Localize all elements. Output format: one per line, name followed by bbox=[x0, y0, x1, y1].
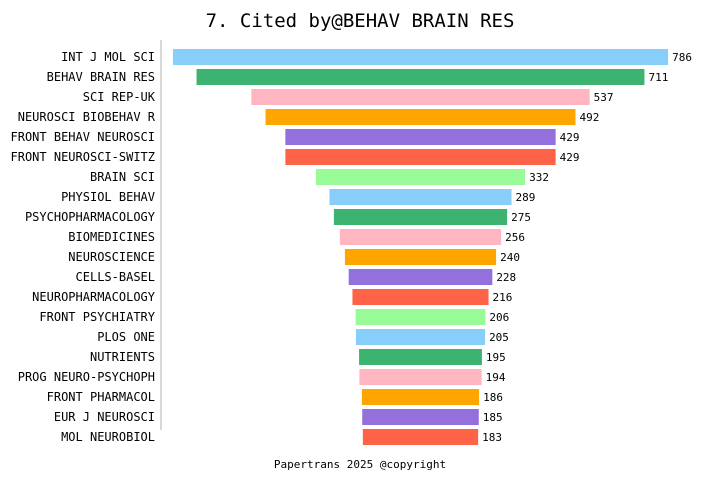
data-label: 289 bbox=[516, 191, 536, 204]
category-label: INT J MOL SCI bbox=[61, 50, 155, 64]
category-label: PLOS ONE bbox=[97, 330, 155, 344]
data-label: 228 bbox=[496, 271, 516, 284]
data-label: 429 bbox=[560, 151, 580, 164]
bar bbox=[265, 109, 576, 125]
data-label: 429 bbox=[560, 131, 580, 144]
data-label: 332 bbox=[529, 171, 549, 184]
bar bbox=[352, 289, 489, 305]
category-label: BRAIN SCI bbox=[90, 170, 155, 184]
category-label: EUR J NEUROSCI bbox=[54, 410, 155, 424]
bar bbox=[329, 189, 512, 205]
bar bbox=[361, 389, 480, 405]
copyright-footer: Papertrans 2025 @copyright bbox=[273, 458, 447, 471]
bar bbox=[344, 249, 497, 265]
bar bbox=[359, 349, 482, 365]
category-label: NEUROPHARMACOLOGY bbox=[32, 290, 156, 304]
category-label: NUTRIENTS bbox=[90, 350, 155, 364]
category-label: FRONT NEUROSCI-SWITZ bbox=[11, 150, 156, 164]
bar bbox=[339, 229, 502, 245]
data-label: 183 bbox=[482, 431, 502, 444]
chart-title: 7. Cited by@BEHAV BRAIN RES bbox=[205, 10, 515, 32]
bar bbox=[196, 69, 645, 85]
data-label: 185 bbox=[483, 411, 503, 424]
category-label: FRONT BEHAV NEUROSCI bbox=[11, 130, 156, 144]
bar bbox=[348, 269, 493, 285]
category-label: NEUROSCIENCE bbox=[68, 250, 155, 264]
category-label: FRONT PHARMACOL bbox=[47, 390, 155, 404]
category-label: MOL NEUROBIOL bbox=[61, 430, 155, 444]
bar bbox=[285, 129, 556, 145]
bar bbox=[333, 209, 508, 225]
data-label: 206 bbox=[489, 311, 509, 324]
category-label: PHYSIOL BEHAV bbox=[61, 190, 155, 204]
data-label: 186 bbox=[483, 391, 503, 404]
category-label: CELLS-BASEL bbox=[76, 270, 155, 284]
category-label: PSYCHOPHARMACOLOGY bbox=[25, 210, 156, 224]
category-label: FRONT PSYCHIATRY bbox=[39, 310, 155, 324]
bar bbox=[172, 49, 669, 65]
data-label: 786 bbox=[672, 51, 692, 64]
bar bbox=[359, 369, 482, 385]
data-label: 240 bbox=[500, 251, 520, 264]
category-label: SCI REP-UK bbox=[83, 90, 156, 104]
data-label: 537 bbox=[594, 91, 614, 104]
category-label: NEUROSCI BIOBEHAV R bbox=[18, 110, 156, 124]
bar bbox=[355, 329, 486, 345]
data-label: 205 bbox=[489, 331, 509, 344]
data-label: 216 bbox=[493, 291, 513, 304]
bar bbox=[362, 409, 479, 425]
data-label: 492 bbox=[579, 111, 599, 124]
category-label: PROG NEURO-PSYCHOPH bbox=[18, 370, 155, 384]
data-label: 195 bbox=[486, 351, 506, 364]
data-label: 275 bbox=[511, 211, 531, 224]
data-label: 256 bbox=[505, 231, 525, 244]
bar bbox=[285, 149, 556, 165]
category-label: BEHAV BRAIN RES bbox=[47, 70, 155, 84]
data-label: 711 bbox=[648, 71, 668, 84]
bar bbox=[251, 89, 590, 105]
category-label: BIOMEDICINES bbox=[68, 230, 155, 244]
bar bbox=[355, 309, 486, 325]
data-label: 194 bbox=[486, 371, 506, 384]
bar bbox=[315, 169, 526, 185]
bar bbox=[362, 429, 479, 445]
